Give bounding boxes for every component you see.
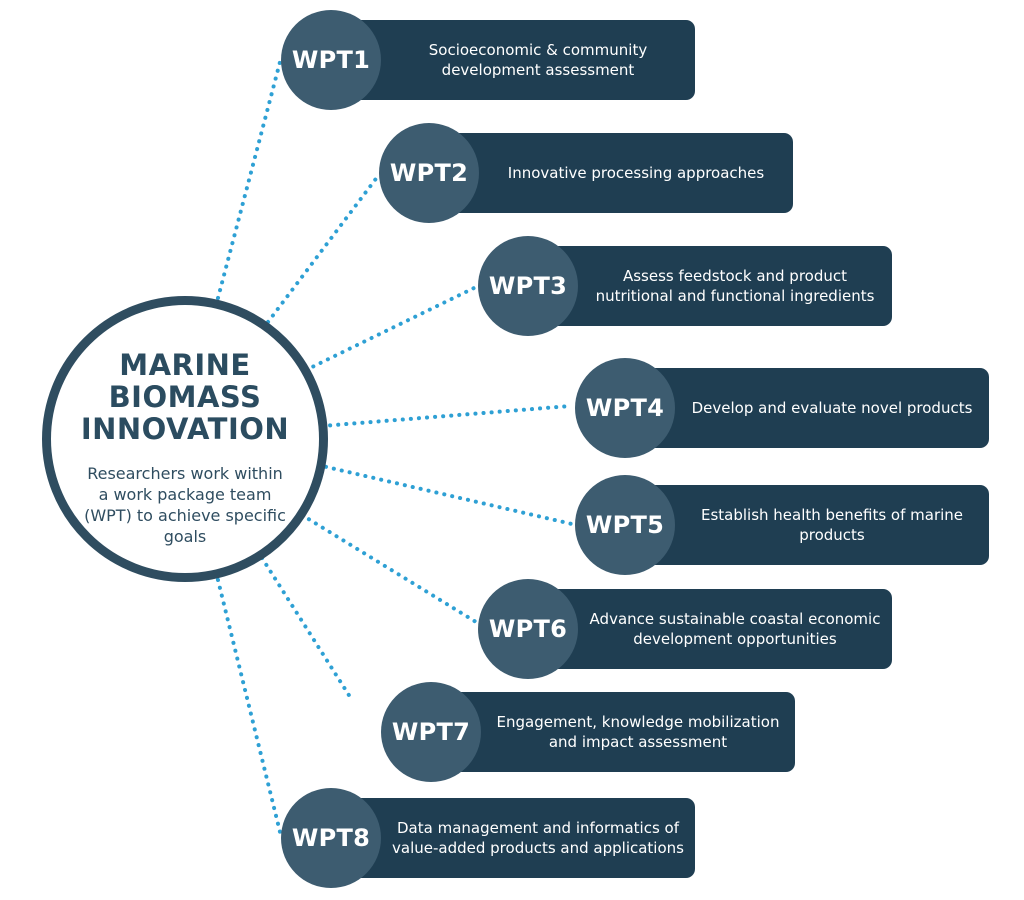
work-package-badge: WPT3 (478, 236, 578, 336)
work-package-description: Develop and evaluate novel products (691, 399, 973, 417)
work-package-wpt3: Assess feedstock and product nutritional… (478, 236, 898, 336)
work-package-label: WPT1 (291, 46, 371, 74)
work-package-wpt5: Establish health benefits of marine prod… (575, 475, 995, 575)
work-package-box: Assess feedstock and product nutritional… (526, 246, 892, 326)
work-package-badge: WPT1 (281, 10, 381, 110)
hub-title: MARINE BIOMASS INNOVATION (61, 349, 309, 445)
work-package-label: WPT7 (391, 718, 471, 746)
work-package-label: WPT5 (585, 511, 665, 539)
work-package-description: Advance sustainable coastal economic dev… (589, 610, 881, 648)
connector-wpt6 (300, 513, 478, 624)
work-package-wpt1: Socioeconomic & community development as… (281, 10, 701, 110)
work-package-box: Innovative processing approaches (427, 133, 793, 213)
work-package-label: WPT6 (488, 615, 568, 643)
work-package-label: WPT3 (488, 272, 568, 300)
work-package-description: Assess feedstock and product nutritional… (595, 267, 875, 305)
work-package-box: Data management and informatics of value… (329, 798, 695, 878)
hub-title-line-2: BIOMASS (108, 380, 262, 414)
work-package-wpt7: Engagement, knowledge mobilization and i… (381, 682, 801, 782)
work-package-badge: WPT2 (379, 123, 479, 223)
work-package-wpt8: Data management and informatics of value… (281, 788, 701, 888)
work-package-box: Advance sustainable coastal economic dev… (526, 589, 892, 669)
work-package-label: WPT2 (389, 159, 469, 187)
connector-wpt1 (216, 60, 282, 300)
connector-wpt7 (260, 556, 354, 702)
connector-wpt5 (316, 463, 574, 526)
work-package-badge: WPT5 (575, 475, 675, 575)
work-package-box: Engagement, knowledge mobilization and i… (429, 692, 795, 772)
hub-title-line-1: MARINE (119, 348, 251, 382)
work-package-description: Data management and informatics of value… (392, 819, 684, 857)
work-package-label: WPT8 (291, 824, 371, 852)
work-package-wpt4: Develop and evaluate novel products WPT4 (575, 358, 995, 458)
hub-subtitle: Researchers work within a work package t… (84, 464, 286, 546)
work-package-description: Innovative processing approaches (507, 164, 765, 182)
hub-title-line-3: INNOVATION (80, 412, 290, 446)
connector-wpt8 (214, 570, 282, 834)
work-package-box: Establish health benefits of marine prod… (623, 485, 989, 565)
work-package-box: Develop and evaluate novel products (623, 368, 989, 448)
connector-wpt4 (320, 404, 572, 428)
work-package-wpt6: Advance sustainable coastal economic dev… (478, 579, 898, 679)
work-package-badge: WPT7 (381, 682, 481, 782)
hub-circle: MARINE BIOMASS INNOVATION Researchers wo… (42, 296, 328, 582)
work-package-badge: WPT8 (281, 788, 381, 888)
work-package-description: Socioeconomic & community development as… (428, 41, 648, 79)
work-package-description: Engagement, knowledge mobilization and i… (496, 713, 780, 751)
work-package-box: Socioeconomic & community development as… (329, 20, 695, 100)
work-package-label: WPT4 (585, 394, 665, 422)
work-package-badge: WPT4 (575, 358, 675, 458)
work-package-badge: WPT6 (478, 579, 578, 679)
connector-wpt2 (266, 174, 380, 324)
work-package-description: Establish health benefits of marine prod… (700, 506, 964, 544)
connector-wpt3 (304, 286, 476, 372)
work-package-wpt2: Innovative processing approaches WPT2 (379, 123, 799, 223)
